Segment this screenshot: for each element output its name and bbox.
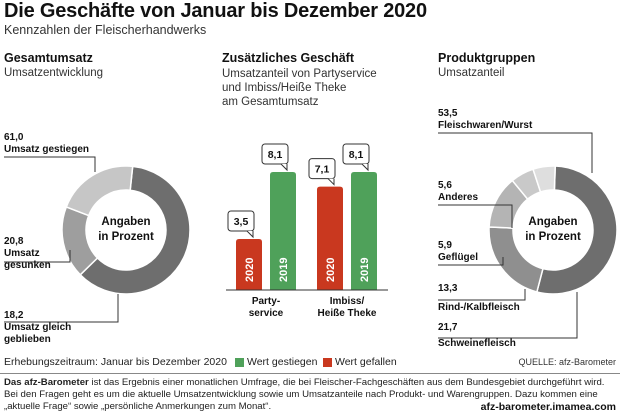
label-value-gestiegen: 61,0 [4, 132, 24, 143]
label-text-anderes: Anderes [438, 192, 479, 203]
section-sub-gesamtumsatz: Umsatzentwicklung [4, 67, 104, 79]
donut-right-slice-4 [532, 165, 557, 193]
label-text-gesunken: Umsatz gesunken [4, 248, 51, 271]
bar-value-box-2020-1 [308, 158, 336, 180]
donut-right-center-line2: in Prozent [525, 231, 581, 243]
section-sub-zusatz-2: und Imbiss/Heiße Theke [222, 82, 347, 94]
legend-label-down: Wert gefallen [335, 356, 397, 368]
label-value-fleischwaren: 53,5 [438, 108, 458, 119]
bar-category-label-1-1: Heiße Theke [318, 308, 377, 319]
label-value-gesunken: 20,8 [4, 236, 24, 247]
bar-value-box-2020-0 [227, 210, 255, 232]
page-subtitle: Kennzahlen der Fleischerhandwerks [4, 23, 207, 37]
bar-value-tip-2020-1 [327, 178, 335, 186]
bar-value-tip-2019-0 [280, 163, 288, 172]
leader-lines [4, 132, 593, 339]
donut-left-slice-0 [79, 165, 191, 295]
description: Das afz-Barometer ist das Ergebnis einer… [4, 377, 616, 413]
bar-2020-1 [317, 186, 343, 290]
bar-value-box-2019-1 [342, 143, 370, 165]
bar-year-label-2019-1: 2019 [359, 258, 371, 282]
site-link[interactable]: afz-barometer.imamea.com [480, 401, 616, 413]
bar-category-label-0-1: service [249, 308, 284, 319]
leader-line-fleischwaren [438, 132, 593, 173]
label-value-gefluegel: 5,9 [438, 240, 452, 251]
donut-right-center-line1: Angaben [528, 216, 577, 228]
label-text-gestiegen: Umsatz gestiegen [4, 144, 90, 155]
section-heading-gesamtumsatz: Gesamtumsatz [4, 51, 93, 65]
donut-produktgruppen [488, 165, 618, 295]
donut-left-center-line2: in Prozent [98, 231, 154, 243]
bar-year-label-2020-0: 2020 [244, 258, 256, 282]
label-value-anderes: 5,6 [438, 180, 452, 191]
bar-year-label-2019-0: 2019 [278, 258, 290, 282]
leader-line-gestiegen [4, 156, 96, 172]
leader-line-schwein [438, 292, 578, 339]
section-sub-produktgruppen: Umsatzanteil [438, 67, 505, 79]
label-text-gleich: Umsatz gleich geblieben [4, 322, 72, 345]
bar-category-label-0-0: Party- [252, 296, 280, 307]
section-heading-produktgruppen: Produktgruppen [438, 51, 536, 65]
section-sub-zusatz-3: am Gesamtumsatz [222, 96, 319, 108]
donut-left-slice-2 [65, 165, 134, 217]
bar-2020-0 [236, 239, 262, 290]
label-text-schwein: Schweinefleisch [438, 338, 516, 349]
label-text-fleischwaren: Fleischwaren/Wurst [438, 120, 533, 131]
section-heading-zusatz: Zusätzliches Geschäft [222, 51, 354, 65]
description-rest: ist das Ergebnis einer monatlichen Umfra… [4, 377, 605, 412]
legend-swatch-up [235, 358, 244, 367]
label-text-gefluegel: Geflügel [438, 252, 479, 263]
bar-year-label-2020-1: 2020 [325, 258, 337, 282]
leader-line-anderes [438, 204, 513, 228]
bar-value-2019-0: 8,1 [268, 149, 283, 161]
footer-period: Erhebungszeitraum: Januar bis Dezember 2… [4, 356, 227, 368]
bar-chart-zusatz: 2020 3,5 2020 7,1 2019 8,1 2019 8,1 Party-servic… [226, 143, 388, 319]
description-bold: Das afz-Barometer [4, 377, 89, 388]
section-sub-zusatz-1: Umsatzanteil von Partyservice [222, 68, 377, 80]
legend-label-up: Wert gestiegen [247, 356, 318, 368]
leader-line-rind [438, 289, 526, 301]
label-value-rind: 13,3 [438, 283, 458, 294]
bar-value-2020-1: 7,1 [315, 164, 330, 176]
donut-left-center-line1: Angaben [101, 216, 150, 228]
bar-category-label-1-0: Imbiss/ [330, 296, 365, 307]
label-value-gleich: 18,2 [4, 310, 24, 321]
bar-2019-0 [270, 172, 296, 290]
bar-value-box-2019-0 [261, 143, 289, 165]
bar-value-tip-2019-1 [361, 163, 369, 172]
bar-value-2019-1: 8,1 [349, 149, 364, 161]
label-value-schwein: 21,7 [438, 322, 458, 333]
leader-line-gleich [4, 294, 119, 323]
donut-right-slice-0 [535, 165, 618, 295]
bar-value-2020-0: 3,5 [234, 216, 249, 228]
bar-value-tip-2020-0 [246, 230, 254, 239]
leader-line-gesunken [4, 250, 71, 263]
leader-line-gefluegel [438, 257, 504, 266]
legend-swatch-down [323, 358, 332, 367]
divider [0, 373, 620, 374]
bar-2019-1 [351, 172, 377, 290]
donut-gesamtumsatz [61, 165, 191, 295]
label-text-rind: Rind-/Kalbfleisch [438, 302, 520, 313]
page-title: Die Geschäfte von Januar bis Dezember 20… [4, 0, 427, 22]
source-note: QUELLE: afz-Barometer [518, 357, 616, 367]
